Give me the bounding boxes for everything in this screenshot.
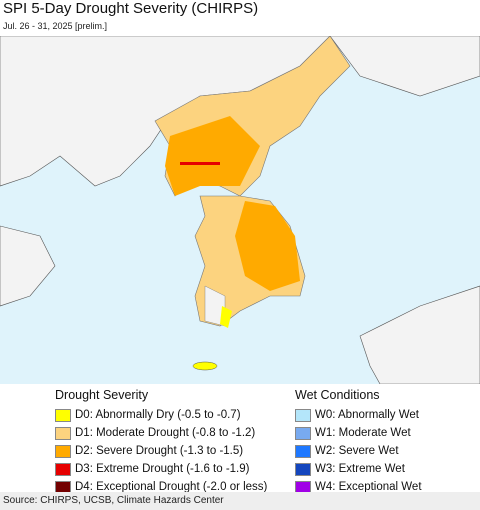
legend-title: Wet Conditions xyxy=(295,388,380,402)
legend-label: D0: Abnormally Dry (-0.5 to -0.7) xyxy=(75,409,241,421)
legend-item: W0: Abnormally Wet xyxy=(295,406,422,424)
title: SPI 5-Day Drought Severity (CHIRPS) xyxy=(3,0,259,17)
legend-item: D3: Extreme Drought (-1.6 to -1.9) xyxy=(55,460,267,478)
legend-label: D2: Severe Drought (-1.3 to -1.5) xyxy=(75,445,244,457)
legend-label: D1: Moderate Drought (-0.8 to -1.2) xyxy=(75,427,256,439)
extreme-area xyxy=(180,162,220,165)
russia-land xyxy=(329,36,480,97)
wet-legend: Wet Conditions W0: Abnormally Wet W1: Mode… xyxy=(295,388,422,496)
legend-swatch xyxy=(55,426,71,440)
legend-label: W1: Moderate Wet xyxy=(315,427,411,439)
legend-swatch xyxy=(55,462,71,476)
legend-title: Drought Severity xyxy=(55,388,149,402)
legend-label: W4: Exceptional Wet xyxy=(315,481,422,493)
legend-item: W3: Extreme Wet xyxy=(295,460,422,478)
legend-item: W1: Moderate Wet xyxy=(295,424,422,442)
legend-item: D2: Severe Drought (-1.3 to -1.5) xyxy=(55,442,267,460)
jeju xyxy=(192,361,218,371)
map xyxy=(0,36,480,384)
dry-area-north xyxy=(165,116,260,196)
legend-item: W4: Exceptional Wet xyxy=(295,478,422,496)
legend-swatch xyxy=(55,444,71,458)
legend-swatch xyxy=(295,408,311,422)
legend-item: D0: Abnormally Dry (-0.5 to -0.7) xyxy=(55,406,267,424)
drought-legend: Drought Severity D0: Abnormally Dry (-0.5… xyxy=(55,388,267,496)
china-coast xyxy=(0,225,56,307)
japan-land xyxy=(359,285,480,384)
legend-swatch xyxy=(295,426,311,440)
dry-area-south xyxy=(235,201,300,291)
legend-item: W2: Severe Wet xyxy=(295,442,422,460)
abnormally-dry xyxy=(220,306,232,328)
legend-label: D3: Extreme Drought (-1.6 to -1.9) xyxy=(75,463,250,475)
legend-label: W3: Extreme Wet xyxy=(315,463,405,475)
legend-label: D4: Exceptional Drought (-2.0 or less) xyxy=(75,481,268,493)
legend-item: D1: Moderate Drought (-0.8 to -1.2) xyxy=(55,424,267,442)
legend-swatch xyxy=(55,408,71,422)
legend-swatch xyxy=(295,444,311,458)
subtitle: Jul. 26 - 31, 2025 [prelim.] xyxy=(3,21,108,31)
legend-swatch xyxy=(295,462,311,476)
legend-label: W0: Abnormally Wet xyxy=(315,409,419,421)
source: Source: CHIRPS, UCSB, Climate Hazards Ce… xyxy=(0,492,480,510)
legend-label: W2: Severe Wet xyxy=(315,445,399,457)
